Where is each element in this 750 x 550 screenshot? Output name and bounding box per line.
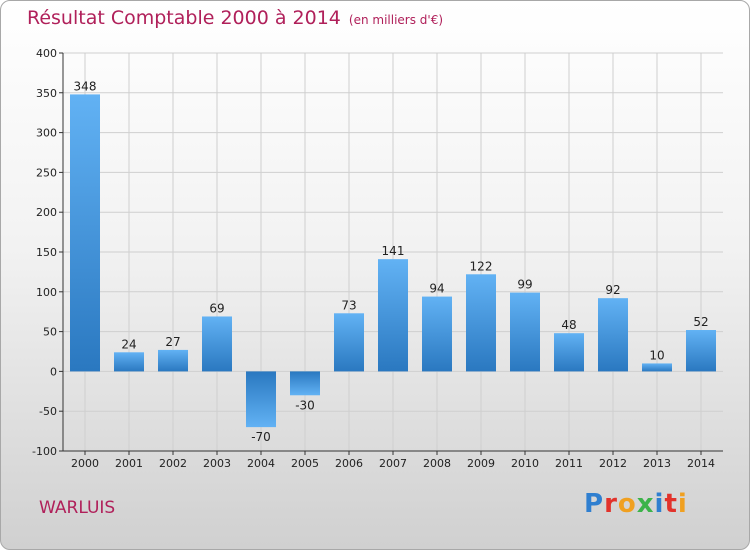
data-label: 69 <box>209 301 224 315</box>
logo-letter: t <box>664 489 678 519</box>
bar <box>334 313 364 372</box>
bar <box>554 333 584 372</box>
data-label: -30 <box>295 398 315 412</box>
y-tick-label: 400 <box>36 47 57 60</box>
y-tick-label: -100 <box>32 445 57 458</box>
x-tick-label: 2010 <box>511 457 539 470</box>
y-tick-label: 350 <box>36 87 57 100</box>
logo-letter: o <box>617 489 637 519</box>
x-tick-label: 2003 <box>203 457 231 470</box>
x-tick-label: 2013 <box>643 457 671 470</box>
bar <box>598 298 628 372</box>
x-tick-label: 2002 <box>159 457 187 470</box>
y-tick-label: 200 <box>36 206 57 219</box>
bar <box>510 292 540 372</box>
data-label: 122 <box>470 259 493 273</box>
bar <box>202 316 232 372</box>
x-tick-label: 2009 <box>467 457 495 470</box>
logo-letter: r <box>604 489 618 519</box>
x-tick-label: 2001 <box>115 457 143 470</box>
data-label: 94 <box>429 282 444 296</box>
data-label: 99 <box>517 278 532 292</box>
bar <box>114 352 144 372</box>
bar <box>466 274 496 372</box>
bar <box>378 259 408 372</box>
bar <box>290 371 320 396</box>
x-tick-label: 2011 <box>555 457 583 470</box>
y-tick-label: 150 <box>36 246 57 259</box>
data-label: -70 <box>251 430 271 444</box>
logo-letter: P <box>584 489 605 519</box>
data-label: 141 <box>382 244 405 258</box>
chart-title: Résultat Comptable 2000 à 2014 <box>27 7 341 29</box>
data-label: 10 <box>649 348 664 362</box>
y-tick-label: 0 <box>50 365 57 378</box>
y-tick-label: 300 <box>36 127 57 140</box>
bar <box>686 330 716 372</box>
x-tick-label: 2008 <box>423 457 451 470</box>
x-tick-label: 2014 <box>687 457 715 470</box>
place-name: WARLUIS <box>39 498 116 518</box>
x-tick-label: 2005 <box>291 457 319 470</box>
data-label: 52 <box>693 315 708 329</box>
logo-letter: i <box>677 489 688 519</box>
bar <box>246 371 276 428</box>
y-tick-label: -50 <box>39 405 57 418</box>
data-label: 27 <box>165 335 180 349</box>
x-tick-label: 2004 <box>247 457 275 470</box>
data-label: 48 <box>561 318 576 332</box>
data-label: 92 <box>605 283 620 297</box>
chart-unit: (en milliers d'€) <box>348 13 444 27</box>
data-label: 348 <box>74 79 97 93</box>
x-tick-label: 2007 <box>379 457 407 470</box>
bar <box>70 94 100 372</box>
proxiti-logo[interactable]: Proxiti <box>584 489 688 519</box>
chart-title-block: Résultat Comptable 2000 à 2014 (en millie… <box>27 7 443 29</box>
bar <box>422 296 452 372</box>
x-tick-label: 2012 <box>599 457 627 470</box>
y-tick-label: 250 <box>36 166 57 179</box>
bar <box>642 363 672 372</box>
data-label: 24 <box>121 337 136 351</box>
y-tick-label: 100 <box>36 286 57 299</box>
bar <box>158 349 188 372</box>
data-label: 73 <box>341 298 356 312</box>
x-tick-label: 2000 <box>71 457 99 470</box>
x-tick-label: 2006 <box>335 457 363 470</box>
y-tick-label: 50 <box>43 326 57 339</box>
logo-letter: x <box>636 489 655 519</box>
logo-letter: i <box>654 489 665 519</box>
